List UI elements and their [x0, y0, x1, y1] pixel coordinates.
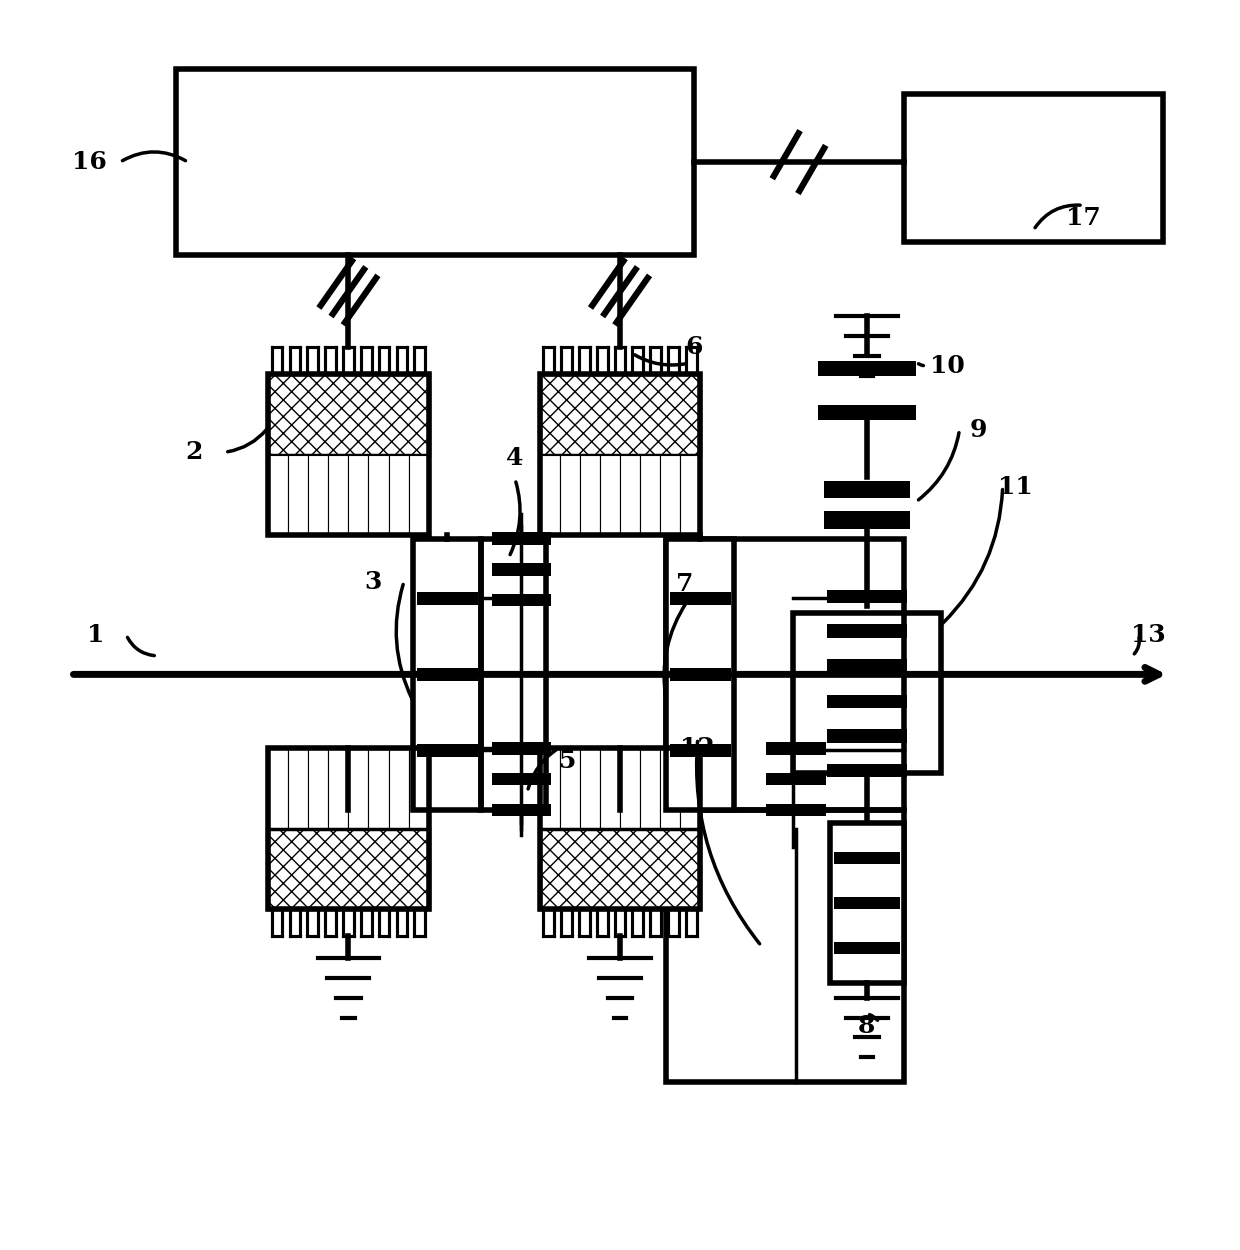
Bar	[833, 941, 900, 954]
Text: 4: 4	[506, 446, 523, 470]
Bar	[348, 749, 368, 829]
Bar	[792, 612, 941, 774]
Bar	[670, 669, 730, 680]
Bar	[409, 749, 429, 829]
Bar	[491, 774, 551, 785]
Bar	[660, 749, 681, 829]
Bar	[539, 749, 701, 909]
Bar	[580, 749, 600, 829]
Bar	[417, 592, 477, 605]
Bar	[766, 742, 826, 755]
Bar	[620, 749, 640, 829]
Bar	[823, 511, 910, 529]
Text: 11: 11	[998, 475, 1033, 499]
Text: 13: 13	[1131, 622, 1166, 648]
Text: 5: 5	[559, 749, 577, 772]
Bar	[288, 455, 309, 535]
Bar	[766, 804, 826, 816]
Bar	[827, 659, 906, 672]
Bar	[309, 749, 329, 829]
Bar	[559, 749, 580, 829]
Bar	[830, 822, 904, 982]
Bar	[580, 455, 600, 535]
Bar	[600, 749, 620, 829]
Bar	[827, 695, 906, 709]
Bar	[268, 455, 288, 535]
Bar	[388, 455, 409, 535]
Bar	[288, 749, 309, 829]
Bar	[817, 405, 916, 420]
Bar	[620, 455, 640, 535]
Bar	[413, 539, 481, 810]
Bar	[268, 375, 429, 455]
Bar	[681, 455, 701, 535]
Bar	[666, 539, 734, 810]
Bar	[666, 539, 904, 810]
Bar	[640, 749, 660, 829]
Bar	[329, 455, 348, 535]
Bar	[491, 532, 551, 545]
Bar	[600, 455, 620, 535]
Bar	[827, 625, 906, 638]
Bar	[539, 829, 701, 909]
Bar	[268, 375, 429, 535]
Bar	[481, 539, 546, 810]
Bar	[904, 94, 1163, 242]
Text: 6: 6	[686, 335, 703, 359]
Bar	[666, 810, 904, 1081]
Bar	[681, 749, 701, 829]
Bar	[766, 774, 826, 785]
Text: 1: 1	[87, 622, 104, 648]
Bar	[539, 375, 701, 535]
Bar	[817, 361, 916, 376]
Bar	[417, 669, 477, 680]
Text: 9: 9	[970, 418, 987, 442]
Bar	[491, 594, 551, 606]
Bar	[833, 896, 900, 909]
Bar	[309, 455, 329, 535]
Text: 17: 17	[1065, 206, 1100, 230]
Bar	[409, 455, 429, 535]
Bar	[176, 70, 694, 255]
Bar	[823, 480, 910, 498]
Bar	[388, 749, 409, 829]
Bar	[539, 375, 701, 455]
Text: 7: 7	[676, 572, 693, 596]
Bar	[827, 764, 906, 778]
Bar	[368, 749, 388, 829]
Bar	[329, 749, 348, 829]
Bar	[268, 749, 288, 829]
Bar	[827, 590, 906, 604]
Text: 8: 8	[858, 1014, 875, 1039]
Bar	[660, 455, 681, 535]
Bar	[670, 744, 730, 756]
Bar	[640, 455, 660, 535]
Bar	[670, 592, 730, 605]
Text: 12: 12	[681, 736, 715, 760]
Bar	[833, 851, 900, 864]
Bar	[539, 749, 559, 829]
Bar	[539, 455, 559, 535]
Bar	[368, 455, 388, 535]
Bar	[491, 564, 551, 575]
Bar	[268, 829, 429, 909]
Bar	[417, 744, 477, 756]
Bar	[559, 455, 580, 535]
Bar	[268, 749, 429, 909]
Text: 10: 10	[930, 354, 965, 377]
Text: 3: 3	[365, 570, 382, 594]
Bar	[827, 729, 906, 742]
Text: 2: 2	[186, 440, 203, 464]
Text: 16: 16	[72, 150, 107, 174]
Bar	[491, 804, 551, 816]
Bar	[491, 742, 551, 755]
Bar	[348, 455, 368, 535]
